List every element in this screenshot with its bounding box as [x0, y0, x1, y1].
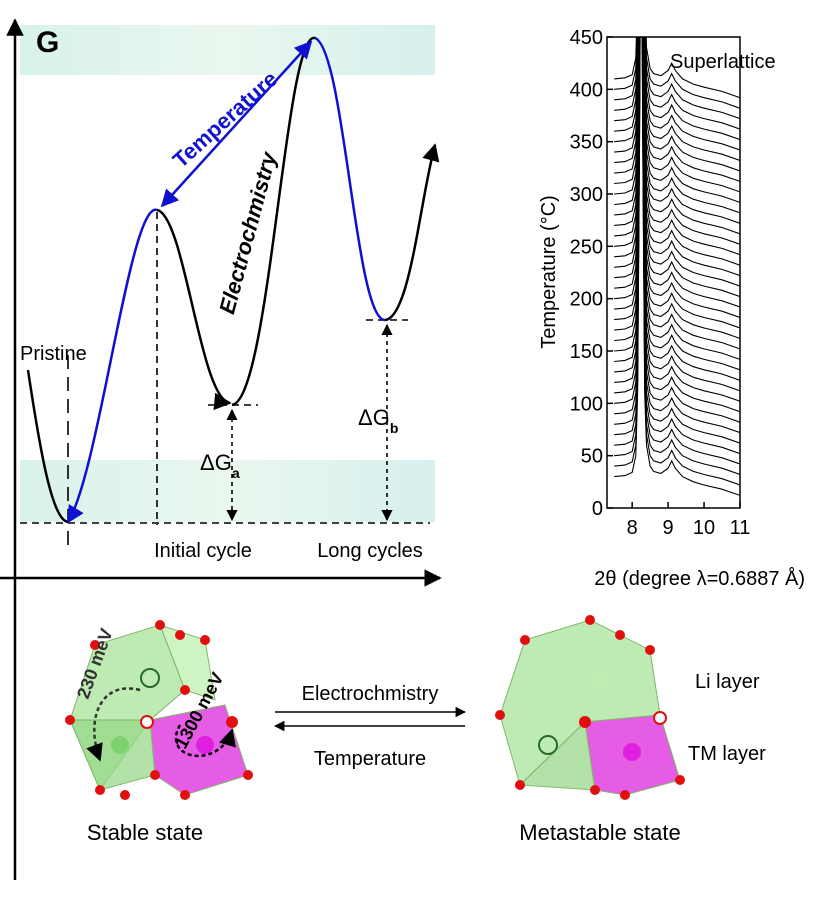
xrd-chart: Temperature (°C) 2θ (degree λ=0.6887 Å) …	[538, 27, 805, 590]
delta-label: ΔGb	[358, 405, 398, 436]
band	[20, 25, 435, 75]
xrd-curve	[614, 37, 740, 151]
atoms	[140, 615, 685, 800]
y-tick-label: 250	[570, 236, 603, 258]
y-tick-label: 450	[570, 27, 603, 49]
layer-label: TM layer	[688, 743, 766, 765]
y-tick-label: 50	[581, 446, 603, 468]
curves	[614, 37, 740, 496]
y-tick-label: 100	[570, 393, 603, 415]
x-tick-label: 8	[627, 517, 638, 539]
x-tick-label: 11	[730, 517, 751, 539]
xrd-curve	[614, 37, 740, 277]
axis-label: G	[36, 26, 59, 59]
energy-curve	[26, 36, 440, 524]
path-arrow	[174, 724, 236, 758]
delta-sub: b	[390, 420, 399, 436]
forward-label: Electrochmistry	[302, 683, 439, 705]
xrd-curve	[614, 37, 740, 298]
x-axis-label: 2θ (degree λ=0.6887 Å)	[594, 567, 805, 590]
y-tick-label: 300	[570, 184, 603, 206]
y-tick-label: 0	[592, 498, 603, 520]
xrd-curve	[614, 37, 740, 193]
annotation: Superlattice	[670, 51, 776, 73]
delta-symbol: ΔG	[358, 405, 390, 430]
x-label: Initial cycle	[154, 540, 252, 562]
x-tick-label: 9	[663, 517, 674, 539]
delta-label: ΔGa	[200, 450, 240, 481]
plot-frame	[606, 36, 741, 509]
state-label: Pristine	[20, 343, 87, 365]
y-tick-label: 200	[570, 289, 603, 311]
curve-label: Electrochmistry	[214, 148, 282, 317]
structure: 230 meV 1300 meV Electrochmistry Tempera…	[65, 615, 766, 845]
delta-sub: a	[232, 465, 240, 481]
atoms	[65, 620, 253, 800]
xrd-curve	[614, 37, 740, 172]
layer-label: Li layer	[695, 671, 760, 693]
y-tick-label: 150	[570, 341, 603, 363]
xrd-curve	[614, 37, 740, 99]
y-tick-label: 350	[570, 132, 603, 154]
x-tick-label: 10	[693, 517, 715, 539]
x-label: Long cycles	[317, 540, 423, 562]
xrd-curve	[614, 37, 740, 214]
y-axis-label: Temperature (°C)	[538, 195, 560, 349]
y-tick-label: 400	[570, 79, 603, 101]
state-caption: Metastable state	[519, 820, 680, 845]
state-caption: Stable state	[87, 820, 203, 845]
backward-label: Temperature	[314, 748, 426, 770]
delta-symbol: ΔG	[200, 450, 232, 475]
